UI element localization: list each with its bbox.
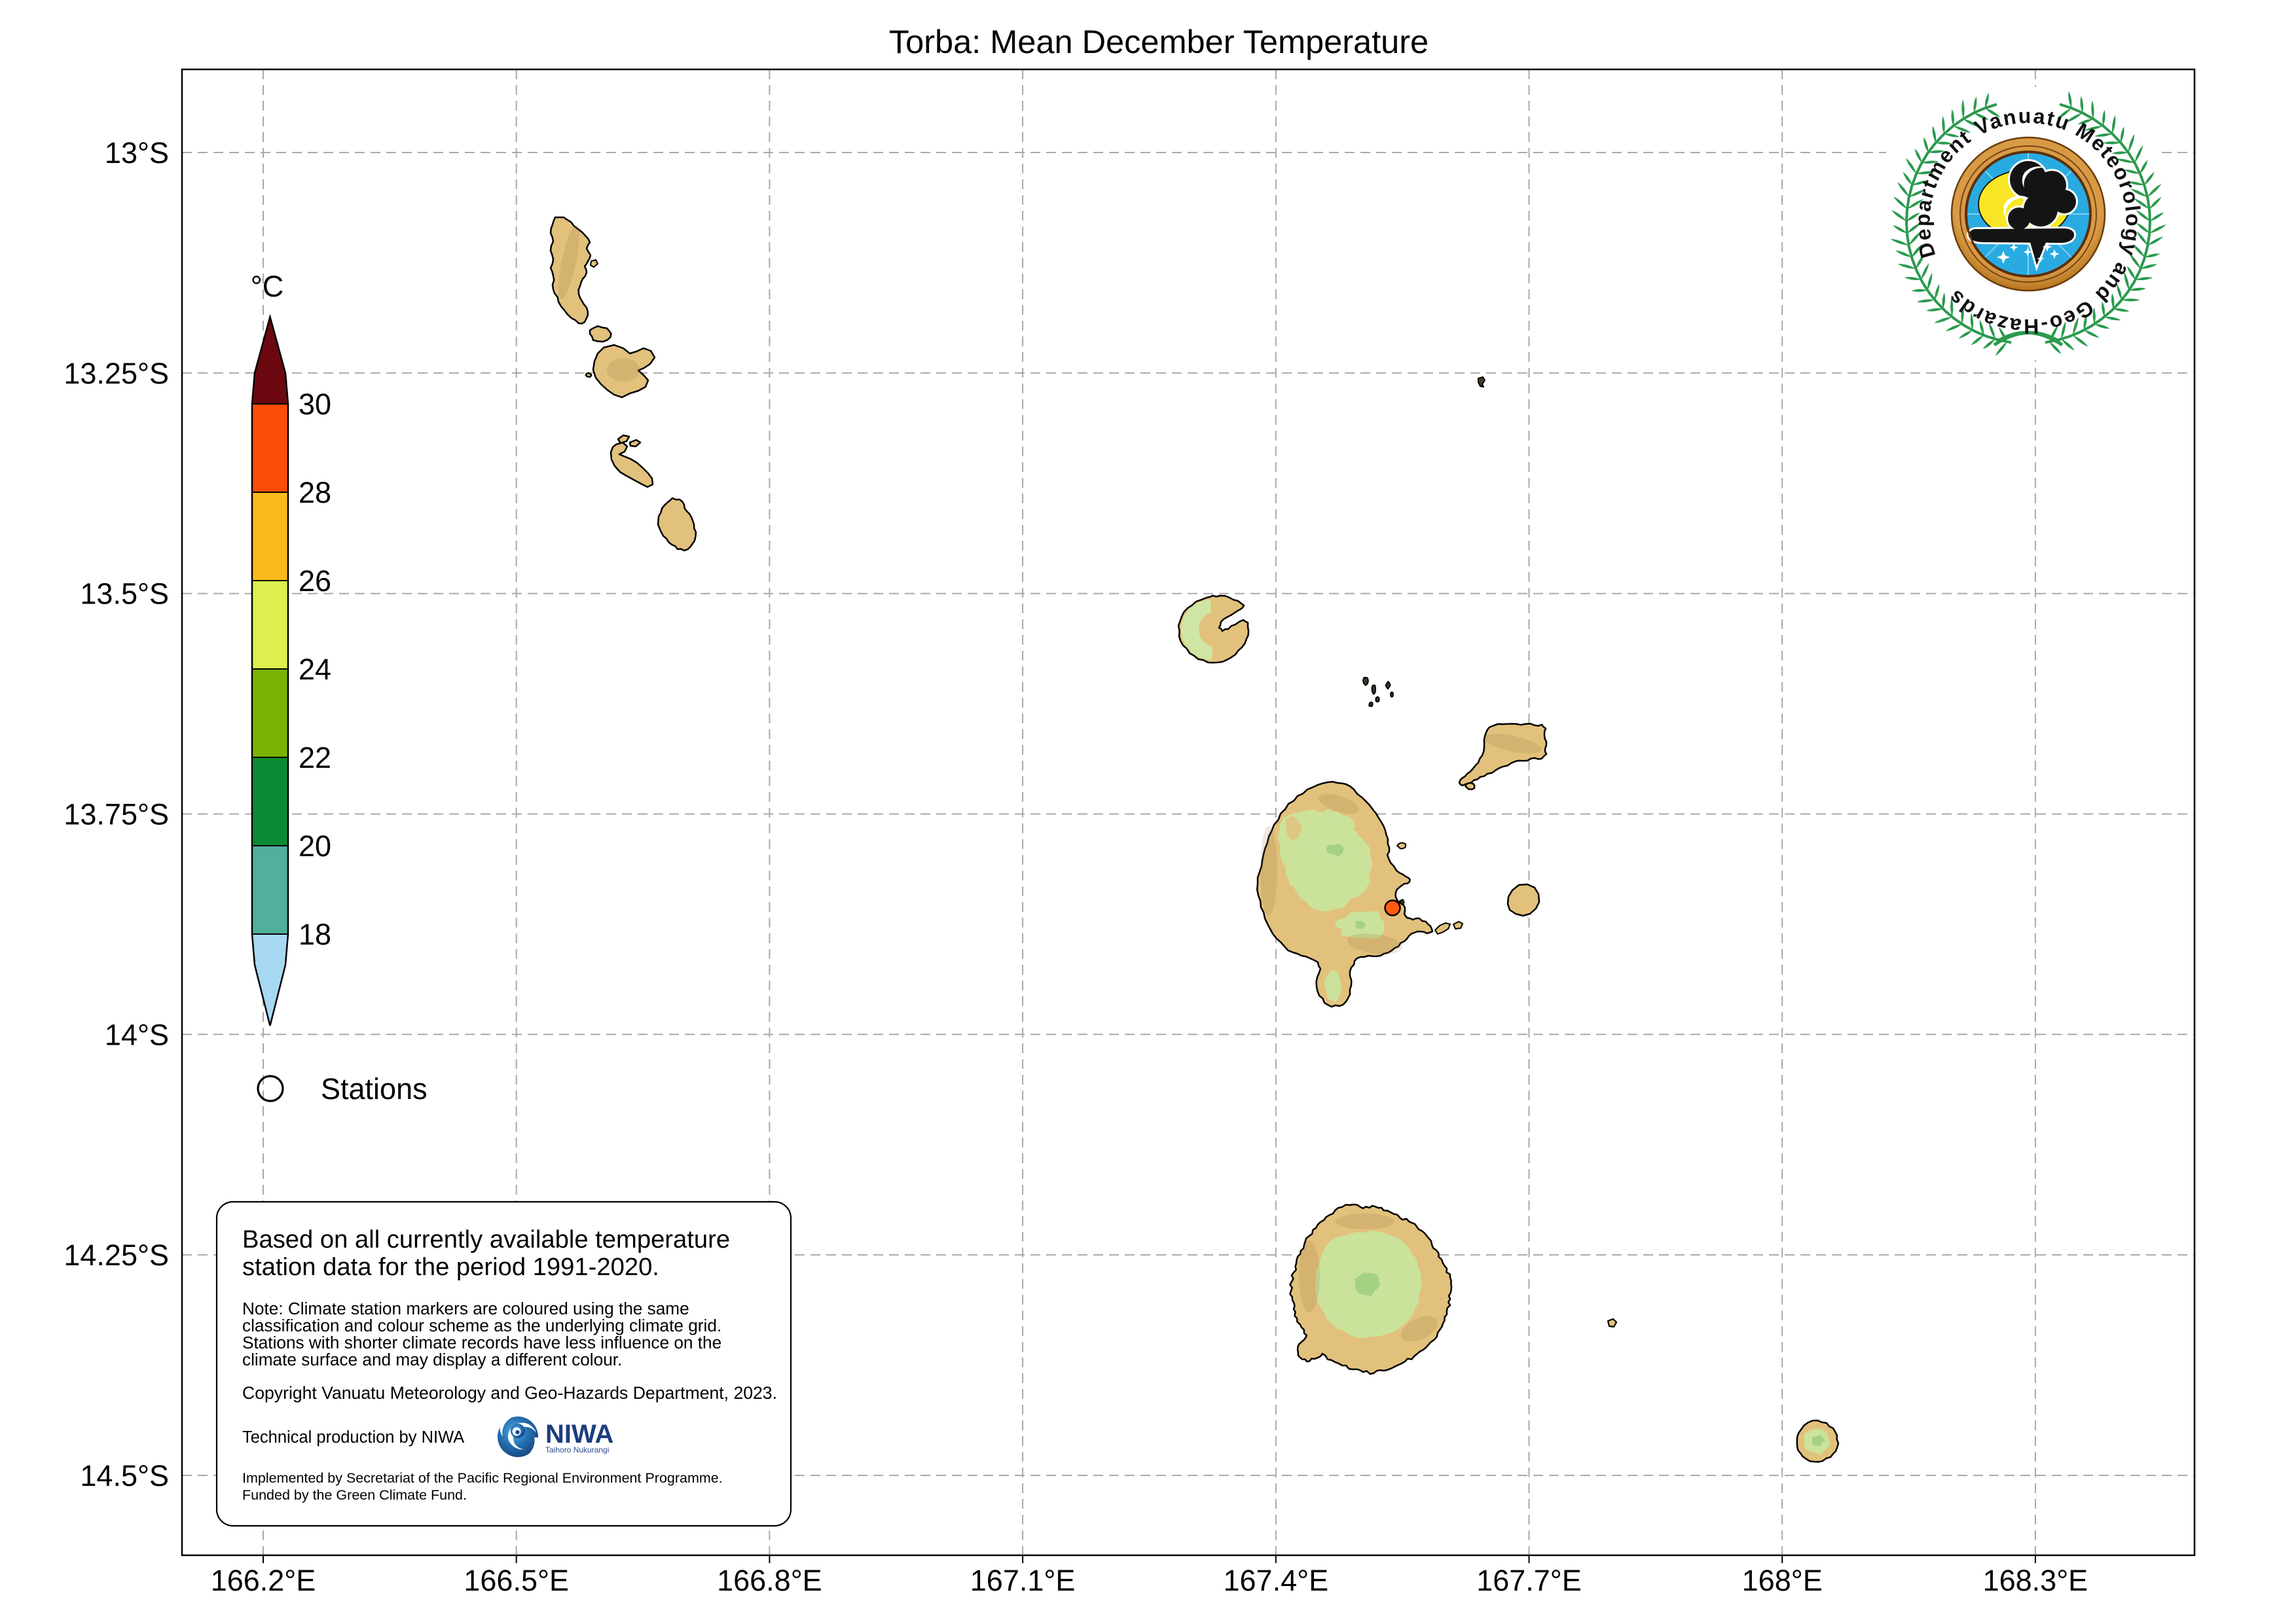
svg-text:26: 26	[299, 564, 331, 598]
svg-text:167.1°E: 167.1°E	[970, 1564, 1076, 1597]
svg-text:climate surface and may displa: climate surface and may display a differ…	[242, 1350, 622, 1369]
svg-text:13.75°S: 13.75°S	[64, 798, 169, 831]
svg-text:166.5°E: 166.5°E	[464, 1564, 569, 1597]
svg-text:167.4°E: 167.4°E	[1223, 1564, 1328, 1597]
svg-text:Technical production by NIWA: Technical production by NIWA	[242, 1428, 464, 1447]
svg-text:Stations: Stations	[321, 1072, 428, 1106]
svg-text:classification and colour sche: classification and colour scheme as the …	[242, 1316, 721, 1335]
svg-text:166.8°E: 166.8°E	[717, 1564, 822, 1597]
svg-text:28: 28	[299, 476, 331, 509]
svg-text:Funded by the Green Climate Fu: Funded by the Green Climate Fund.	[242, 1487, 467, 1503]
svg-text:22: 22	[299, 741, 331, 774]
svg-text:Copyright Vanuatu Meteorology: Copyright Vanuatu Meteorology and Geo-Ha…	[242, 1383, 777, 1403]
svg-text:14.25°S: 14.25°S	[64, 1238, 169, 1272]
svg-text:30: 30	[299, 388, 331, 421]
svg-text:14°S: 14°S	[105, 1018, 169, 1051]
svg-text:13.5°S: 13.5°S	[80, 577, 169, 611]
svg-text:Torba: Mean December Temperatu: Torba: Mean December Temperature	[889, 23, 1429, 60]
svg-text:station data for the period 19: station data for the period 1991-2020.	[242, 1253, 659, 1281]
svg-text:14.5°S: 14.5°S	[80, 1459, 169, 1492]
svg-text:24: 24	[299, 653, 331, 686]
svg-text:Note: Climate station markers: Note: Climate station markers are colour…	[242, 1299, 689, 1318]
svg-text:Implemented by Secretariat of: Implemented by Secretariat of the Pacifi…	[242, 1470, 723, 1486]
svg-text:°C: °C	[251, 270, 284, 303]
svg-text:168.3°E: 168.3°E	[1983, 1564, 2088, 1597]
svg-text:Taihoro Nukurangi: Taihoro Nukurangi	[545, 1445, 609, 1454]
svg-text:168°E: 168°E	[1742, 1564, 1823, 1597]
svg-text:Based on all currently availab: Based on all currently available tempera…	[242, 1225, 730, 1254]
svg-text:166.2°E: 166.2°E	[211, 1564, 316, 1597]
svg-text:18: 18	[299, 918, 331, 951]
svg-text:Stations with shorter climate: Stations with shorter climate records ha…	[242, 1333, 721, 1352]
svg-text:167.7°E: 167.7°E	[1476, 1564, 1582, 1597]
svg-text:20: 20	[299, 829, 331, 863]
svg-text:NIWA: NIWA	[545, 1420, 613, 1449]
svg-text:13°S: 13°S	[105, 136, 169, 170]
svg-text:13.25°S: 13.25°S	[64, 357, 169, 390]
